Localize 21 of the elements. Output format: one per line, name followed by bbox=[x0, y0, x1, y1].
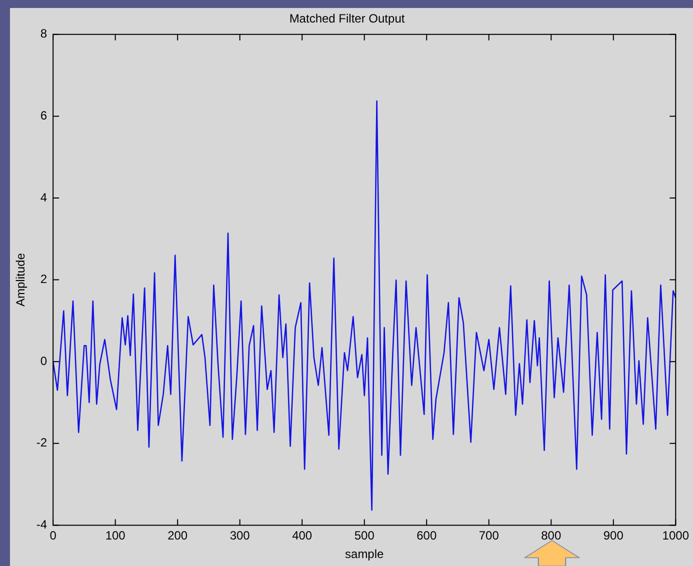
x-tick-label: 1000 bbox=[662, 528, 690, 543]
x-tick-label: 400 bbox=[292, 528, 312, 543]
x-axis-title: sample bbox=[345, 547, 384, 562]
y-tick-label: -4 bbox=[36, 518, 48, 532]
x-tick-label: 900 bbox=[603, 528, 624, 543]
x-tick-label: 600 bbox=[416, 528, 437, 543]
y-tick-label: -2 bbox=[36, 436, 48, 450]
y-tick-label: 8 bbox=[40, 26, 48, 41]
x-tick-label: 500 bbox=[354, 528, 375, 543]
x-tick-label: 100 bbox=[105, 528, 126, 543]
x-tick-label: 700 bbox=[478, 528, 500, 543]
y-tick-label: 2 bbox=[40, 272, 48, 286]
x-tick-label: 0 bbox=[50, 528, 57, 543]
x-tick-label: 200 bbox=[168, 528, 188, 543]
y-tick-label: 6 bbox=[40, 108, 48, 123]
y-tick-label: 4 bbox=[40, 190, 48, 204]
x-tick-label: 300 bbox=[230, 528, 250, 543]
x-tick-label: 800 bbox=[541, 528, 562, 543]
y-axis-title: Amplitude bbox=[14, 252, 28, 306]
chart-title: Matched Filter Output bbox=[289, 12, 406, 26]
y-tick-label: 0 bbox=[40, 354, 48, 368]
